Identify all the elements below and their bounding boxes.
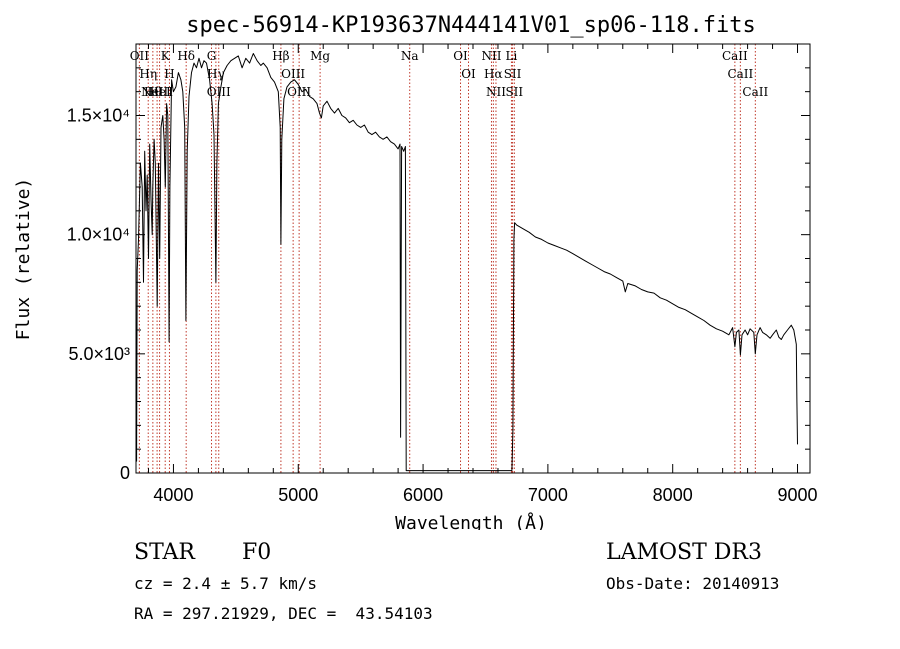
emission-line-markers (138, 44, 756, 473)
y-tick-label: 0 (120, 463, 130, 483)
emission-line-label: CaII (742, 85, 768, 99)
emission-line-label: Li (506, 49, 518, 63)
x-tick-label: 5000 (278, 485, 318, 505)
observation-date: Obs-Date: 20140913 (606, 574, 780, 593)
emission-line-label: OIII (287, 85, 311, 99)
emission-line-label: Hγ (207, 67, 225, 81)
x-tick-label: 8000 (653, 485, 693, 505)
y-tick-label: 1.5×10⁴ (67, 106, 130, 126)
x-tick-label: 4000 (153, 485, 193, 505)
emission-line-label: NeIII (141, 85, 173, 99)
emission-line-label: H (164, 67, 174, 81)
survey-name: LAMOST DR3 (606, 540, 762, 565)
emission-line-label: HeI (148, 85, 171, 99)
emission-line-label: SII (505, 85, 523, 99)
emission-line-label: Hδ (177, 49, 195, 63)
y-tick-label: 1.0×10⁴ (67, 225, 130, 245)
emission-line-label: Hθ (144, 85, 162, 99)
x-tick-label: 6000 (403, 485, 443, 505)
emission-line-label: OIII (207, 85, 231, 99)
emission-line-label: K (161, 49, 171, 63)
emission-line-label: OI (461, 67, 476, 81)
spectrum-line (135, 53, 798, 472)
x-axis-ticks: 4000 5000 6000 7000 8000 9000 (147, 44, 818, 505)
x-tick-label: 7000 (528, 485, 568, 505)
emission-line-label: G (207, 49, 217, 63)
emission-line-label: OIII (281, 67, 305, 81)
emission-line-label: Na (401, 49, 419, 63)
emission-line-label: NII (481, 49, 501, 63)
emission-line-label: CaII (727, 67, 753, 81)
emission-line-label: NII (486, 85, 506, 99)
emission-line-label: SII (504, 67, 522, 81)
y-axis-ticks: 0 5.0×10³ 1.0×10⁴ 1.5×10⁴ (67, 43, 810, 483)
y-axis-label: Flux (relative) (13, 178, 34, 341)
spectrum-chart: spec-56914-KP193637N444141V01_sp06-118.f… (13, 13, 818, 530)
y-tick-label: 5.0×10³ (68, 344, 130, 364)
emission-line-label: Hβ (272, 49, 289, 63)
x-axis-label: Wavelength (Å) (395, 512, 547, 530)
emission-line-label: OI (453, 49, 468, 63)
emission-line-label: Hη (139, 67, 157, 81)
emission-line-label: OII (130, 49, 150, 63)
emission-line-label: Hα (484, 67, 503, 81)
object-subclass: F0 (242, 540, 272, 565)
emission-line-label: Mg (310, 49, 330, 63)
plot-frame (135, 43, 811, 474)
coordinates-readout: RA = 297.21929, DEC = 43.54103 (134, 604, 433, 623)
object-class: STAR (134, 540, 195, 565)
redshift-readout: cz = 2.4 ± 5.7 km/s (134, 574, 318, 593)
x-tick-label: 9000 (777, 485, 817, 505)
chart-title: spec-56914-KP193637N444141V01_sp06-118.f… (186, 13, 756, 38)
emission-line-label: CaII (722, 49, 748, 63)
